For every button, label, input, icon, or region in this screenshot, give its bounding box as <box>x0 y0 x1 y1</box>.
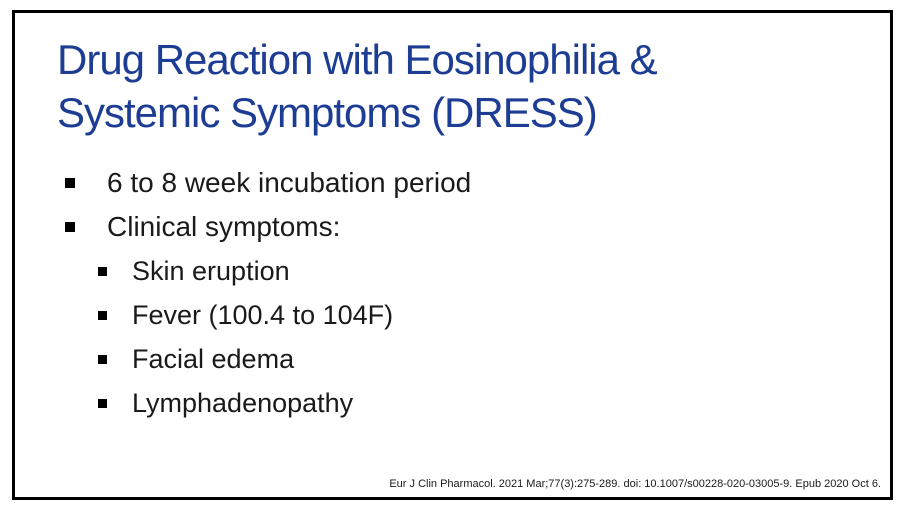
citation-text: Eur J Clin Pharmacol. 2021 Mar;77(3):275… <box>389 478 881 490</box>
bullet-square-icon <box>65 222 75 232</box>
bullet-item-fever: Fever (100.4 to 104F) <box>15 293 890 337</box>
bullet-item-incubation: 6 to 8 week incubation period <box>15 161 890 205</box>
bullet-item-skin-eruption: Skin eruption <box>15 249 890 293</box>
bullet-square-icon <box>65 178 75 188</box>
bullet-text: Skin eruption <box>132 255 290 286</box>
bullet-item-lymphadenopathy: Lymphadenopathy <box>15 381 890 425</box>
bullet-text: Facial edema <box>132 343 295 374</box>
bullet-item-clinical-symptoms: Clinical symptoms: <box>15 205 890 249</box>
bullet-square-icon <box>98 398 107 408</box>
bullet-text: Clinical symptoms: <box>107 211 341 242</box>
slide-title-line-2: Systemic Symptoms (DRESS) <box>57 89 598 136</box>
bullet-text: Lymphadenopathy <box>132 387 354 418</box>
slide-title: Drug Reaction with Eosinophilia & System… <box>57 33 658 139</box>
bullet-text: 6 to 8 week incubation period <box>107 167 472 198</box>
bullet-square-icon <box>98 266 107 276</box>
bullet-text: Fever (100.4 to 104F) <box>132 299 394 330</box>
bullet-list: 6 to 8 week incubation period Clinical s… <box>15 161 890 425</box>
bullet-square-icon <box>98 354 107 364</box>
bullet-square-icon <box>98 310 107 320</box>
bullet-item-facial-edema: Facial edema <box>15 337 890 381</box>
slide-title-line-1: Drug Reaction with Eosinophilia & <box>57 36 658 83</box>
slide-frame: Drug Reaction with Eosinophilia & System… <box>12 10 893 500</box>
